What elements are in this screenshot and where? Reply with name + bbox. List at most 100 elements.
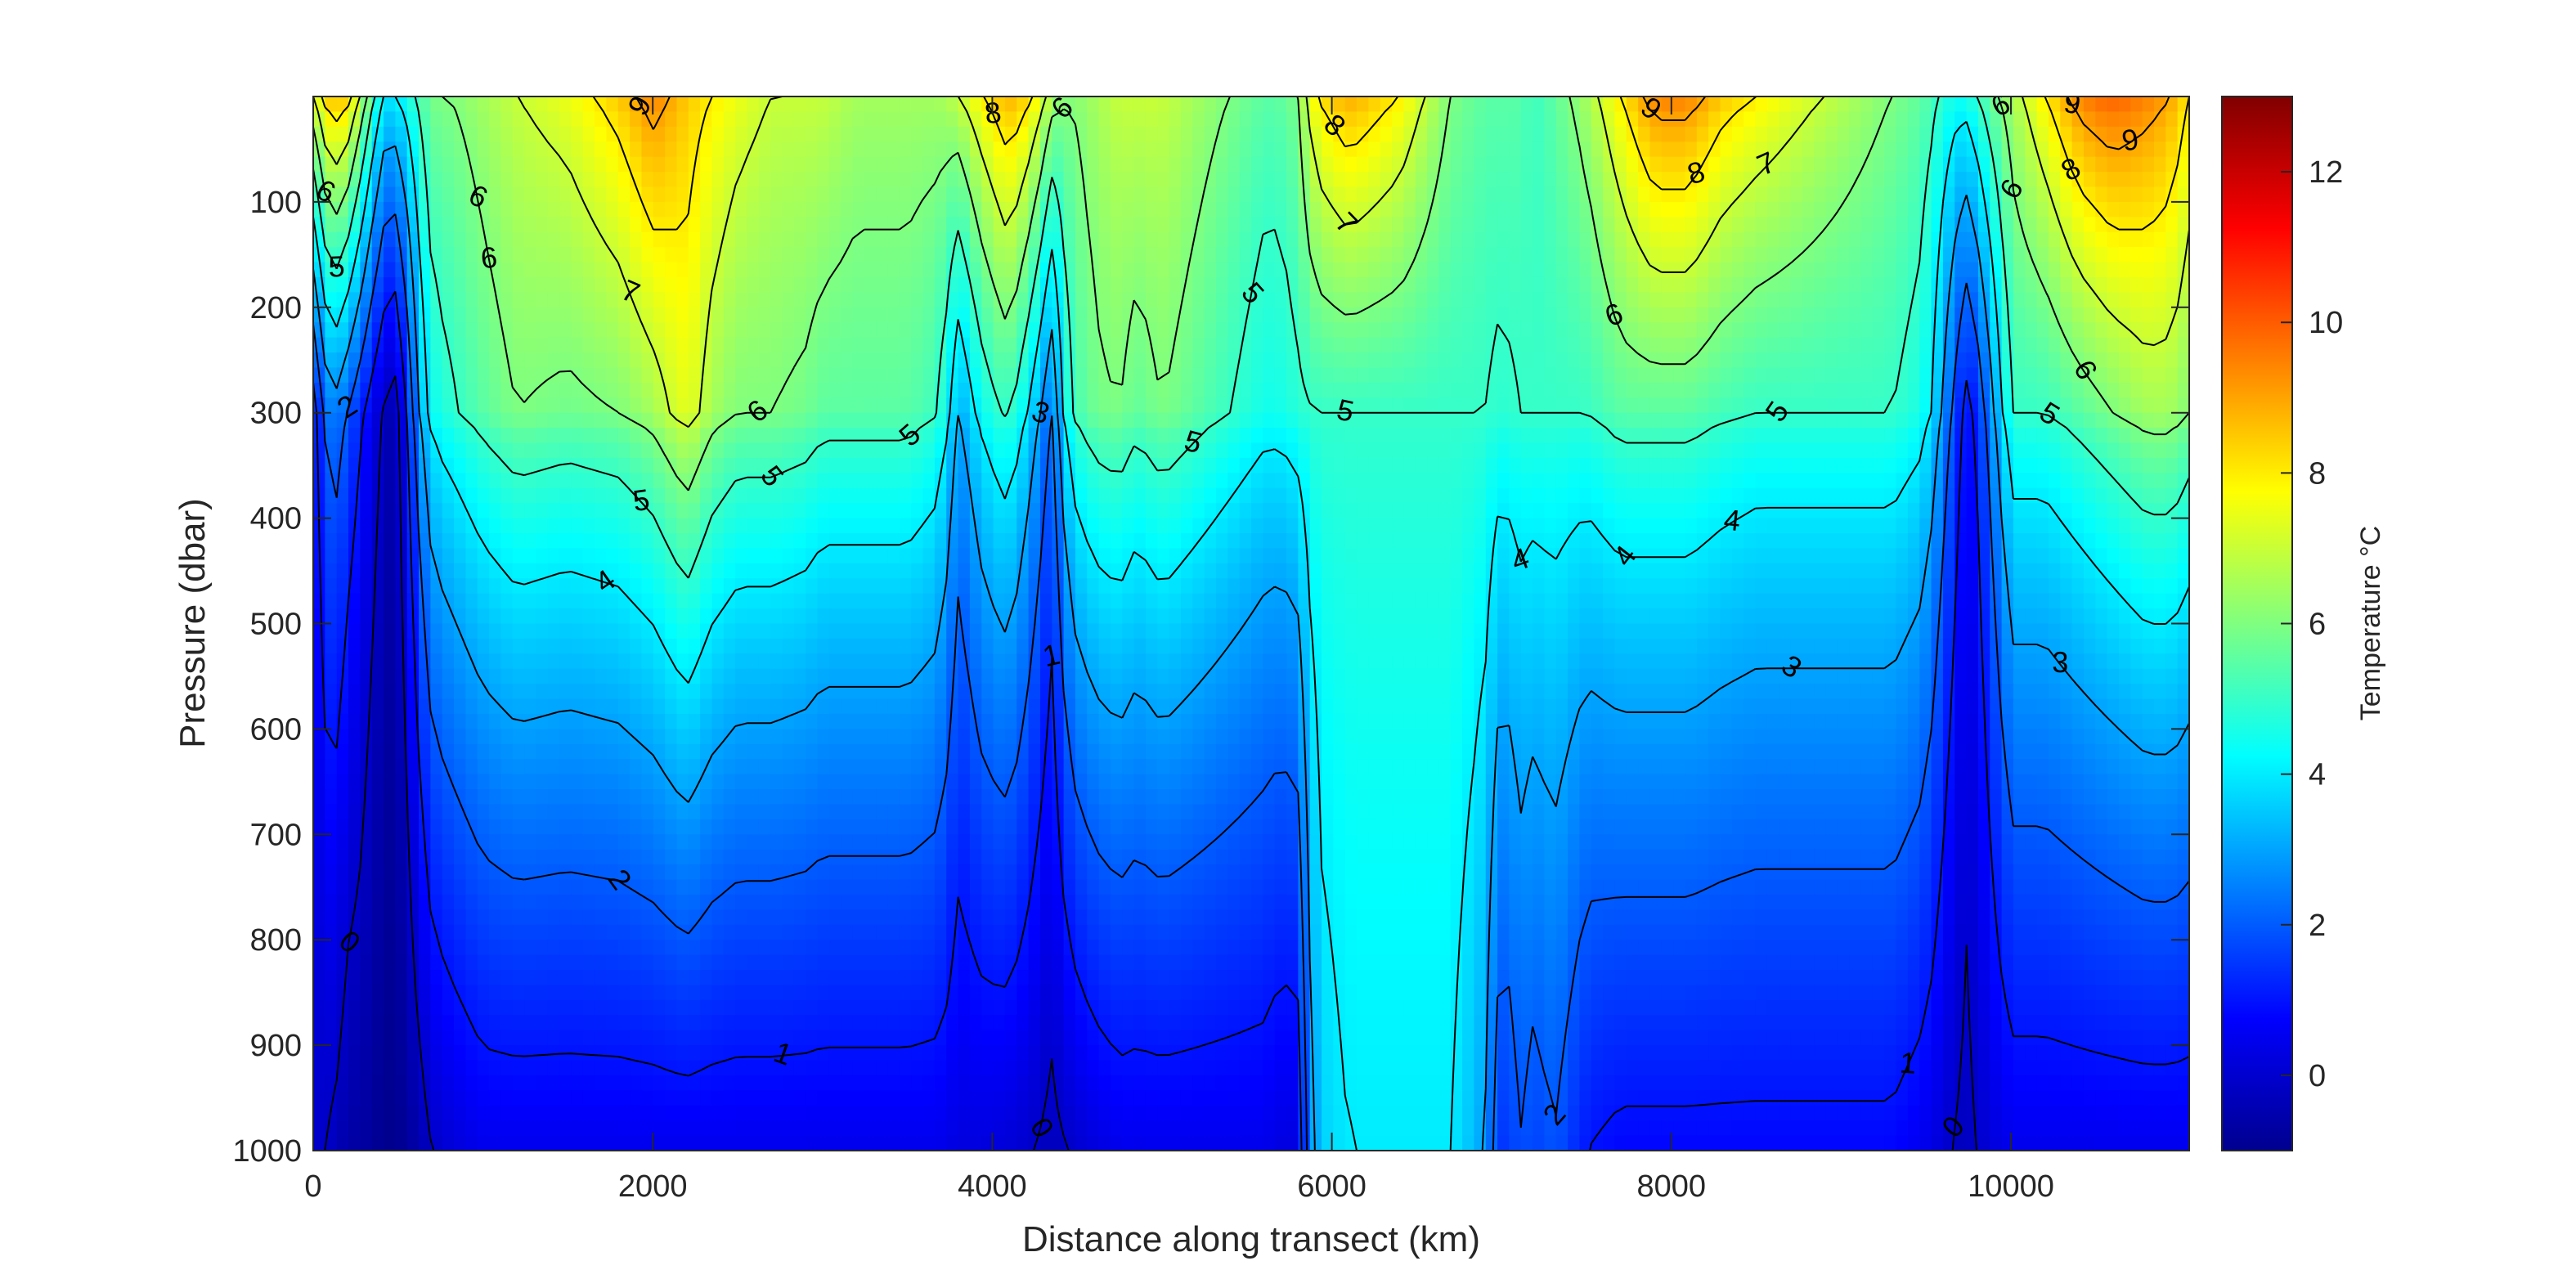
heat-cell <box>360 352 373 369</box>
heat-cell <box>1450 382 1463 399</box>
heat-cell <box>1837 262 1851 278</box>
heat-cell <box>1696 337 1709 353</box>
heat-cell <box>1649 442 1663 459</box>
heat-cell <box>606 548 619 564</box>
heat-cell <box>1555 231 1568 248</box>
heat-cell <box>876 172 889 188</box>
heat-cell <box>1720 231 1733 248</box>
heat-cell <box>1427 533 1440 550</box>
heat-cell <box>969 473 983 489</box>
heat-cell <box>2142 487 2155 504</box>
heat-cell <box>1145 217 1159 233</box>
heat-cell <box>1357 352 1370 369</box>
heat-cell <box>700 548 713 564</box>
heat-cell <box>1263 503 1276 519</box>
heat-cell <box>887 292 900 308</box>
heat-cell <box>1533 262 1546 278</box>
heat-cell <box>582 473 595 489</box>
heat-cell <box>1896 111 1909 128</box>
heat-cell <box>1860 231 1874 248</box>
heat-cell <box>524 186 537 203</box>
heat-cell <box>336 262 349 278</box>
heat-cell <box>2083 473 2097 489</box>
heat-cell <box>1509 141 1522 158</box>
heat-cell <box>1755 186 1768 203</box>
heat-cell <box>442 276 455 294</box>
heat-cell <box>1731 428 1744 444</box>
heat-cell <box>665 262 678 278</box>
heat-cell <box>1274 352 1287 369</box>
heat-cell <box>2165 457 2179 474</box>
heat-cell <box>1333 457 1346 474</box>
heat-cell <box>1169 262 1182 278</box>
heat-cell <box>1614 503 1627 519</box>
heat-cell <box>2013 533 2026 550</box>
heat-cell <box>676 412 689 429</box>
heat-cell <box>2036 503 2049 519</box>
heat-cell <box>325 487 338 504</box>
heat-cell <box>1098 126 1111 143</box>
heat-cell <box>1990 518 2003 534</box>
heat-cell <box>1614 487 1627 504</box>
heat-cell <box>1766 337 1779 353</box>
heat-cell <box>1333 276 1346 294</box>
heat-cell <box>595 201 608 218</box>
heat-cell <box>1626 518 1639 534</box>
heat-cell <box>617 247 631 263</box>
heat-cell <box>325 412 338 429</box>
heat-cell <box>1731 548 1744 564</box>
heat-cell <box>1169 186 1182 203</box>
heat-cell <box>1052 156 1065 173</box>
heat-cell <box>1415 352 1428 369</box>
heat-cell <box>1110 382 1124 399</box>
heat-cell <box>1110 307 1124 324</box>
heat-cell <box>1075 217 1088 233</box>
heat-cell <box>2107 217 2120 233</box>
heat-cell <box>711 156 725 173</box>
heat-cell <box>559 487 572 504</box>
heat-cell <box>547 397 560 414</box>
heat-cell <box>782 428 795 444</box>
heat-cell <box>782 201 795 218</box>
heat-cell <box>1322 382 1335 399</box>
heat-cell <box>641 533 654 550</box>
heat-cell <box>1755 412 1768 429</box>
heat-cell <box>2177 397 2189 414</box>
heat-cell <box>899 96 913 113</box>
heat-cell <box>1555 503 1568 519</box>
heat-cell <box>1509 457 1522 474</box>
heat-cell <box>1837 231 1851 248</box>
heat-cell <box>1474 292 1487 308</box>
heat-cell <box>360 262 373 278</box>
heat-cell <box>1614 217 1627 233</box>
heat-cell <box>1286 428 1299 444</box>
heat-cell <box>1087 217 1100 233</box>
heat-cell <box>1673 247 1686 263</box>
heat-cell <box>1145 186 1159 203</box>
heat-cell <box>1052 231 1065 248</box>
heat-cell <box>1462 201 1475 218</box>
heat-cell <box>946 337 959 353</box>
heat-cell <box>559 141 572 158</box>
heat-cell <box>1790 367 1803 384</box>
heat-cell <box>770 292 783 308</box>
heat-cell <box>747 141 760 158</box>
heat-cell <box>758 172 771 188</box>
heat-cell <box>1180 156 1194 173</box>
heat-cell <box>430 172 443 188</box>
heat-cell <box>2036 428 2049 444</box>
heat-cell <box>828 337 841 353</box>
heat-cell <box>512 247 525 263</box>
heat-cell <box>1157 231 1170 248</box>
heat-cell <box>1966 111 1979 128</box>
heat-cell <box>1309 382 1322 399</box>
heat-cell <box>2095 201 2108 218</box>
heat-cell <box>559 111 572 128</box>
heat-cell <box>1942 412 1956 429</box>
heat-cell <box>1450 367 1463 384</box>
heat-cell <box>1638 412 1651 429</box>
heat-cell <box>1427 473 1440 489</box>
heat-cell <box>1603 548 1616 564</box>
heat-cell <box>1731 487 1744 504</box>
heat-cell <box>1333 292 1346 308</box>
